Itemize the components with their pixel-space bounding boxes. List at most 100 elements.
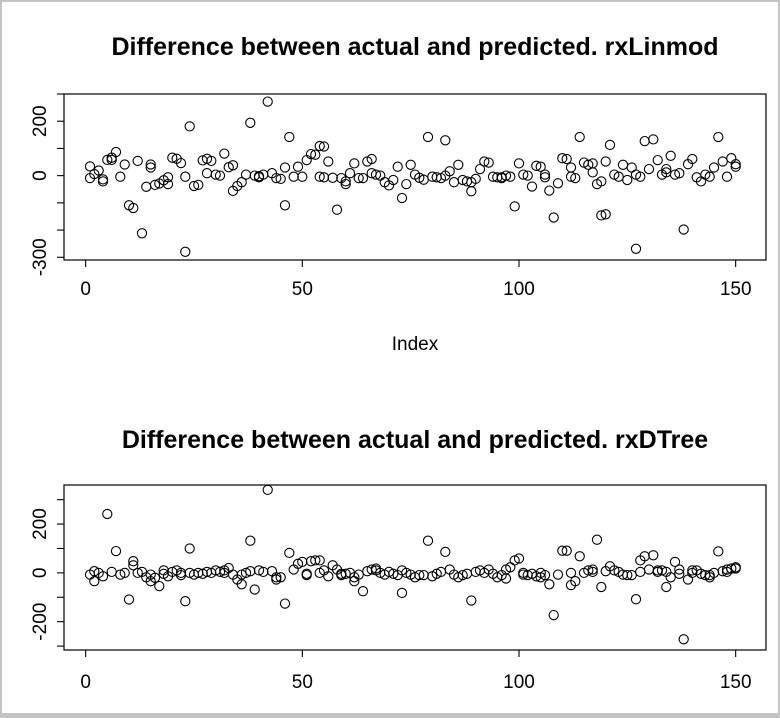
data-point [175,157,187,169]
data-point [97,571,109,582]
data-point [162,172,174,183]
y-tick-label: -300 [30,238,51,276]
data-point [340,568,351,579]
data-point [184,543,195,554]
data-point [327,172,338,183]
data-point [535,161,546,172]
data-point [93,165,104,176]
data-point [84,161,96,172]
data-point [106,566,117,578]
data-point [548,212,559,223]
data-point [587,566,598,578]
data-point [583,159,594,170]
data-point [318,141,330,152]
data-point [600,209,611,220]
data-point [314,171,325,182]
data-point [197,155,208,166]
data-point [128,202,139,214]
data-point [669,556,681,568]
data-point [557,545,568,556]
data-point [323,571,334,582]
data-point [145,162,156,173]
data-point [128,560,139,571]
data-point [661,163,672,175]
data-point [513,158,525,169]
x-tick-label: 150 [720,672,752,693]
data-point [561,153,572,165]
data-point [591,534,603,545]
data-point [648,134,659,145]
data-point [323,156,334,167]
y-tick-label: -200 [30,603,51,641]
data-point [284,547,295,559]
data-point [552,569,564,580]
data-point [97,176,109,187]
data-point [448,177,460,188]
data-point [184,121,195,132]
data-point [466,595,477,606]
data-point [154,580,165,592]
data-point [240,567,252,579]
data-point [288,171,299,182]
data-point [665,150,676,161]
data-point [366,564,377,575]
data-point [708,162,720,173]
data-point [678,634,689,645]
data-point [539,169,551,180]
y-tick-label: 200 [30,508,51,540]
data-point [635,566,646,578]
data-point [145,159,156,170]
data-point [587,564,598,575]
data-point [275,173,286,185]
data-point [106,154,117,166]
data-point [561,545,572,556]
data-point [635,171,646,182]
x-tick-label: 0 [80,279,91,300]
data-point [643,564,655,575]
data-point [132,567,143,579]
x-tick-label: 0 [80,672,91,693]
data-point [314,555,325,566]
data-point [531,160,542,171]
data-point [565,567,577,579]
data-point [102,508,113,520]
data-point [717,156,728,167]
data-point [539,172,551,183]
data-point [609,565,620,576]
data-point [661,581,672,593]
data-point [674,168,685,179]
data-point [219,148,230,159]
data-point [297,171,308,182]
data-point [414,172,425,183]
data-point [574,131,585,143]
data-point [119,159,130,170]
data-point [141,181,152,192]
data-point [110,146,122,158]
data-point [279,200,291,211]
data-point [440,546,451,558]
data-point [704,171,715,182]
data-point [301,569,312,581]
data-point [115,569,126,580]
chart-title: Difference between actual and predicted.… [122,426,708,454]
data-point [648,550,659,561]
data-point [665,572,676,583]
data-point [110,545,122,557]
data-point [184,567,195,579]
data-point [548,609,559,621]
data-point [496,172,507,183]
data-point [583,565,594,576]
data-point [89,576,100,587]
data-point [466,186,477,197]
data-point [132,155,143,167]
data-point [201,168,213,179]
data-point [565,162,577,173]
data-point [349,158,360,169]
data-point [630,594,642,605]
data-point [557,153,568,164]
data-point [236,177,247,188]
data-point [596,176,607,187]
data-point [236,569,247,580]
